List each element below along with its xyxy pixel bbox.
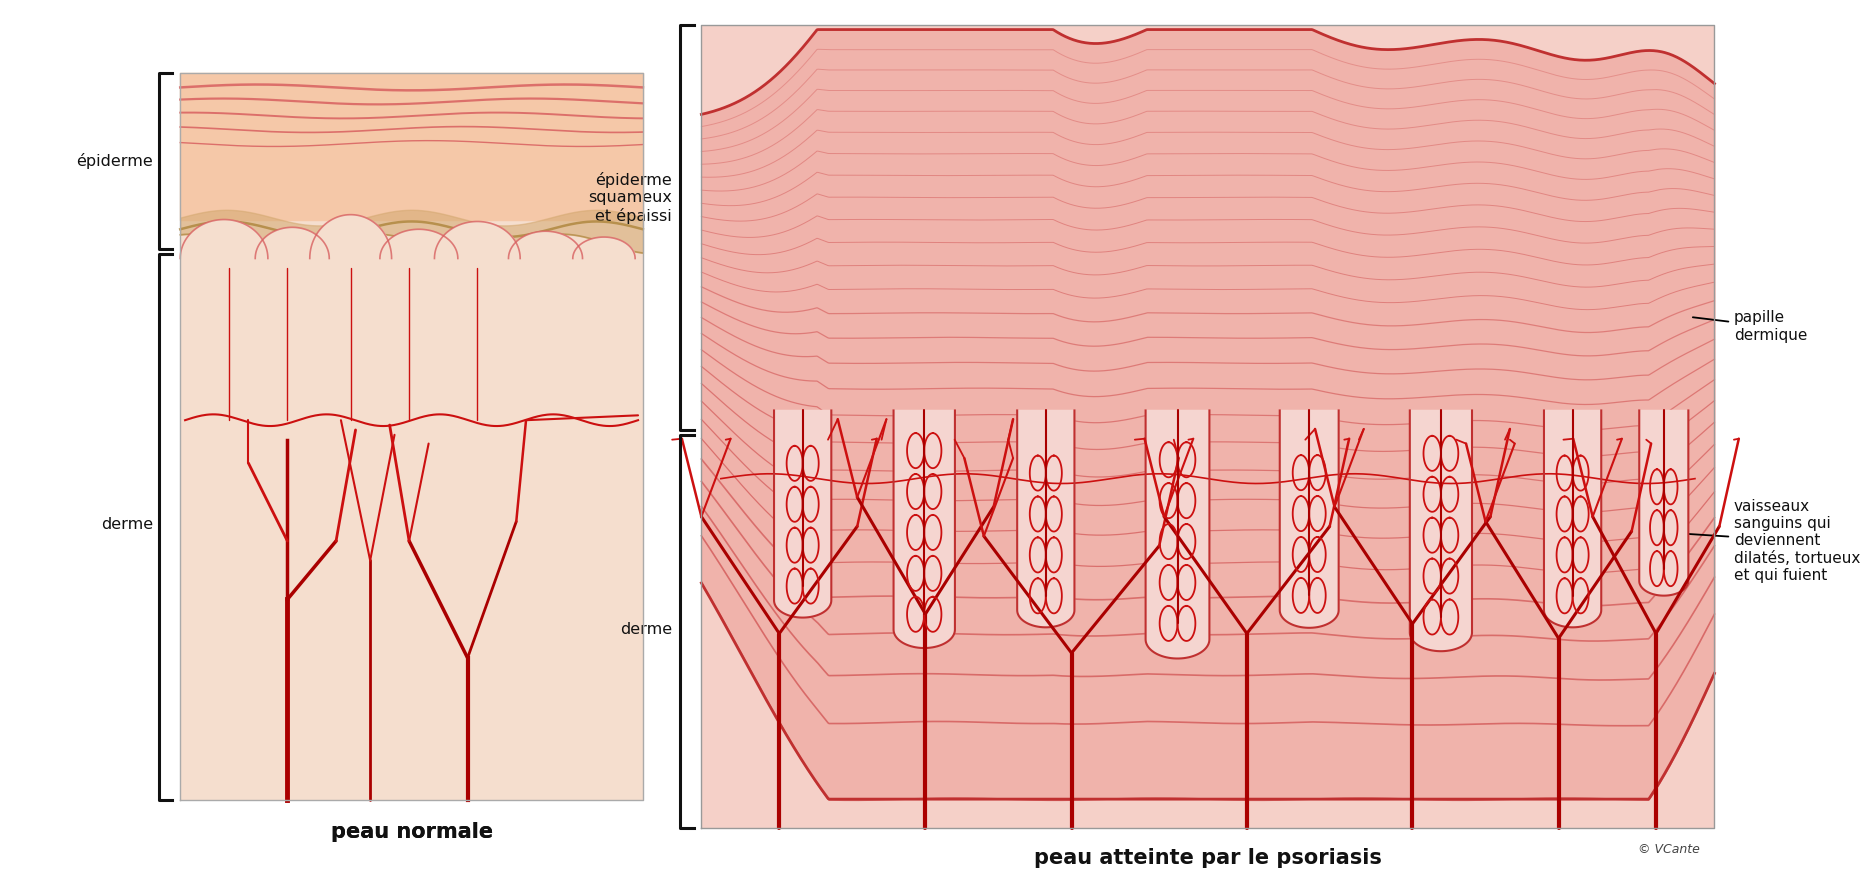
Text: peau normale: peau normale: [330, 821, 493, 842]
Text: derme: derme: [101, 517, 154, 532]
Polygon shape: [894, 410, 954, 648]
Polygon shape: [1016, 410, 1074, 628]
Polygon shape: [1543, 410, 1601, 628]
Text: épiderme
squameux
et épaissi: épiderme squameux et épaissi: [589, 172, 671, 225]
Polygon shape: [774, 410, 831, 618]
Text: peau normale: peau normale: [330, 821, 493, 842]
Text: © VCante: © VCante: [1639, 843, 1701, 856]
Polygon shape: [1410, 410, 1472, 652]
Text: épiderme: épiderme: [77, 153, 154, 169]
Text: papille
dermique: papille dermique: [1693, 310, 1808, 343]
Polygon shape: [1639, 410, 1688, 596]
Text: derme: derme: [621, 621, 671, 636]
Polygon shape: [1281, 410, 1339, 628]
FancyBboxPatch shape: [180, 73, 643, 800]
Text: peau atteinte par le psoriasis: peau atteinte par le psoriasis: [1033, 848, 1382, 868]
Text: vaisseaux
sanguins qui
deviennent
dilatés, tortueux
et qui fuient: vaisseaux sanguins qui deviennent dilaté…: [1648, 499, 1860, 583]
FancyBboxPatch shape: [701, 25, 1714, 828]
Polygon shape: [1146, 410, 1209, 659]
